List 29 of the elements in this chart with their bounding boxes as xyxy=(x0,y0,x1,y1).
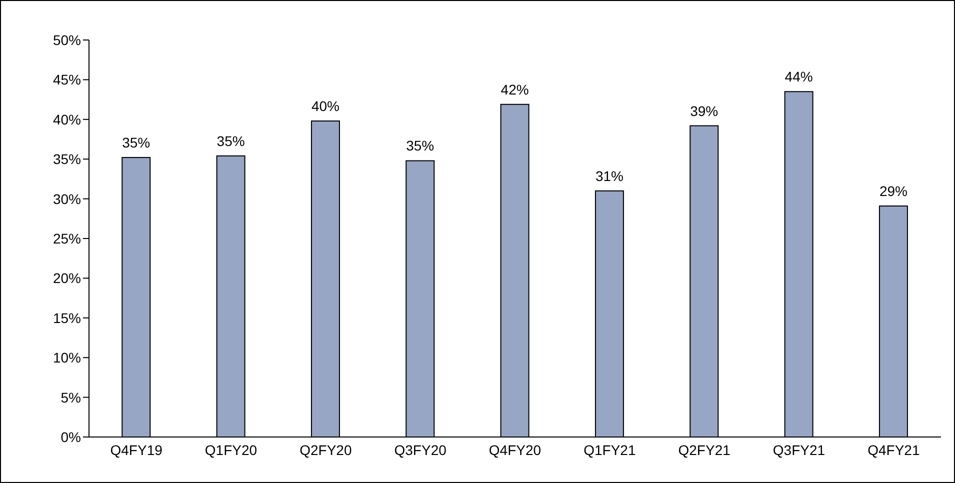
y-tick-label: 25% xyxy=(52,230,81,246)
data-label: 35% xyxy=(216,132,245,149)
data-label: 31% xyxy=(595,168,624,184)
data-label: 42% xyxy=(500,81,529,98)
x-tick-label: Q4FY21 xyxy=(868,442,920,458)
y-tick-label: 50% xyxy=(52,32,81,48)
x-tick-label: Q2FY21 xyxy=(678,442,731,458)
x-tick-label: Q3FY20 xyxy=(394,442,447,458)
y-tick-label: 45% xyxy=(52,72,81,88)
x-tick-label: Q1FY20 xyxy=(204,442,258,458)
data-label: 44% xyxy=(784,68,813,85)
y-tick-label: 20% xyxy=(52,270,81,286)
y-tick-label: 30% xyxy=(52,190,81,207)
data-label: 35% xyxy=(406,138,434,154)
y-tick-label: 40% xyxy=(52,111,81,128)
x-tick-label: Q4FY20 xyxy=(488,442,542,458)
y-tick-label: 15% xyxy=(52,310,81,326)
x-tick-label: Q1FY21 xyxy=(584,442,636,458)
data-label: 35% xyxy=(122,134,150,151)
x-tick-label: Q4FY19 xyxy=(110,442,163,458)
y-tick-label: 35% xyxy=(52,151,81,168)
data-label: 40% xyxy=(311,98,340,114)
data-label: 39% xyxy=(690,102,718,119)
data-label: 29% xyxy=(879,182,908,199)
y-tick-label: 10% xyxy=(52,350,81,366)
y-tick-label: 5% xyxy=(60,389,81,406)
y-tick-label: 0% xyxy=(60,428,81,445)
x-tick-label: Q2FY20 xyxy=(300,442,352,458)
x-tick-label: Q3FY21 xyxy=(772,442,826,458)
